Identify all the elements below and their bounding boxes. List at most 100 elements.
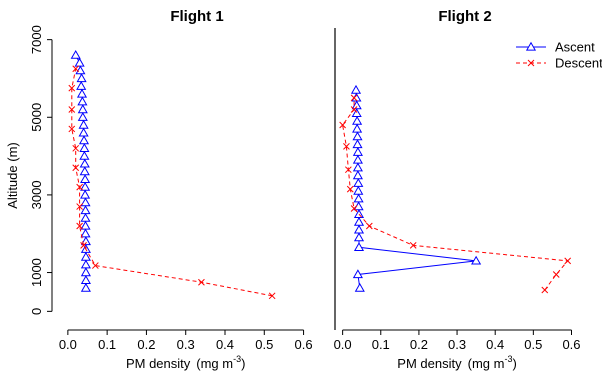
legend-label-ascent: Ascent [555,40,595,55]
descent-point-marker-stroke [198,278,205,286]
descent-point-marker-stroke [541,286,549,294]
panel-title: Flight 2 [438,8,491,25]
descent-point-marker-stroke [350,205,358,212]
x-tick-label: 0.4 [216,337,234,352]
ascent-point-marker [353,178,364,187]
x-axis-label: PM density (mg m-3) [397,354,517,371]
descent-point-marker-stroke [68,125,76,133]
x-tick-label: 0.5 [524,337,542,352]
x-tick-label: 0.6 [295,337,313,352]
descent-point-marker-stroke [76,203,83,210]
ascent-point-marker [352,154,363,164]
y-tick-label: 5000 [29,103,44,132]
descent-point-marker-stroke [365,222,373,230]
descent-point-marker-stroke [76,222,83,230]
ascent-point-marker [80,197,91,207]
y-tick-label: 7000 [29,25,44,54]
descent-point-marker-stroke [552,271,560,278]
x-tick-label: 0.5 [255,337,273,352]
ascent-series-line [355,90,477,289]
descent-point-marker-stroke [72,164,80,172]
ascent-point-marker [70,49,81,59]
descent-point-marker-stroke [409,242,417,249]
descent-point-marker-stroke [80,242,87,249]
y-tick-label: 3000 [29,180,44,209]
descent-point-marker-stroke [339,121,346,129]
x-tick-label: 0.4 [486,337,504,352]
descent-point-marker-stroke [344,166,352,174]
x-tick-label: 0.2 [137,337,155,352]
x-axis-unit-close: ) [241,356,245,371]
ascent-point-marker [354,282,365,292]
descent-point-marker-stroke [92,262,99,269]
descent-point-marker-stroke [350,106,358,113]
ascent-point-marker [353,193,364,203]
descent-point-marker-stroke [68,106,76,113]
ascent-point-marker [352,115,363,125]
ascent-point-marker [352,146,363,156]
ascent-point-marker [80,212,91,222]
ascent-point-marker [78,127,89,137]
x-tick-label: 0.6 [562,337,580,352]
flight-1-panel: Flight 1 0.0 0.1 0.2 0.3 0.4 0.5 0.6 PM density (… [5,8,336,371]
ascent-point-marker [77,104,88,114]
flight-2-panel: Flight 2 0.0 0.1 0.2 0.3 0.4 0.5 0.6 PM density (… [334,8,602,371]
ascent-point-marker [471,255,482,265]
ascent-point-marker [352,131,363,141]
ascent-point-marker [80,205,91,215]
x-tick-label: 0.0 [334,337,352,352]
legend-marker-ascent [525,41,537,51]
ascent-point-marker [80,259,91,269]
x-axis-label-text: PM density [397,356,462,371]
ascent-point-marker [76,73,87,83]
ascent-point-marker [77,112,88,121]
ascent-point-marker [352,123,363,133]
ascent-point-marker [353,242,365,251]
ascent-point-marker [353,232,365,242]
ascent-point-marker [80,228,91,238]
ascent-point-marker [78,119,89,129]
ascent-point-marker [353,216,365,226]
ascent-point-marker [80,282,91,292]
x-tick-label: 0.1 [98,337,116,352]
descent-point-marker-stroke [72,65,80,73]
ascent-point-marker [80,267,91,277]
ascent-point-marker [79,150,90,160]
x-axis-unit: (mg m [196,356,233,371]
ascent-point-marker [352,139,363,149]
descent-point-marker-stroke [68,84,76,92]
descent-point-marker-stroke [72,144,80,152]
y-axis-label: Altitude (m) [5,142,20,208]
descent-point-marker-stroke [343,143,350,150]
ascent-point-marker [352,162,363,172]
ascent-point-marker [79,158,90,168]
y-tick-label: 1000 [29,258,44,287]
x-axis-unit-close: ) [512,356,516,371]
ascent-point-marker [353,224,365,234]
y-tick-label: 0 [29,308,44,315]
x-axis-unit: (mg m [468,356,505,371]
descent-point-marker-stroke [350,94,358,102]
ascent-point-marker [74,57,85,67]
ascent-point-marker [353,201,364,211]
descent-point-marker-stroke [76,183,83,191]
ascent-point-marker [76,88,88,98]
ascent-point-marker [80,275,91,284]
ascent-point-marker [76,80,87,90]
x-tick-label: 0.2 [410,337,428,352]
x-axis-unit-exponent: -3 [504,354,512,364]
x-tick-label: 0.3 [448,337,466,352]
ascent-point-marker [352,170,363,180]
ascent-point-marker [79,143,90,152]
ascent-point-marker [78,135,90,145]
legend-label-descent: Descent [555,56,602,71]
legend-marker-descent-stroke [527,59,535,67]
ascent-point-marker [79,166,90,176]
ascent-point-marker [77,96,88,106]
ascent-point-marker [352,269,363,279]
ascent-point-marker [353,185,364,195]
x-axis-label: PM density (mg m-3) [126,354,246,371]
